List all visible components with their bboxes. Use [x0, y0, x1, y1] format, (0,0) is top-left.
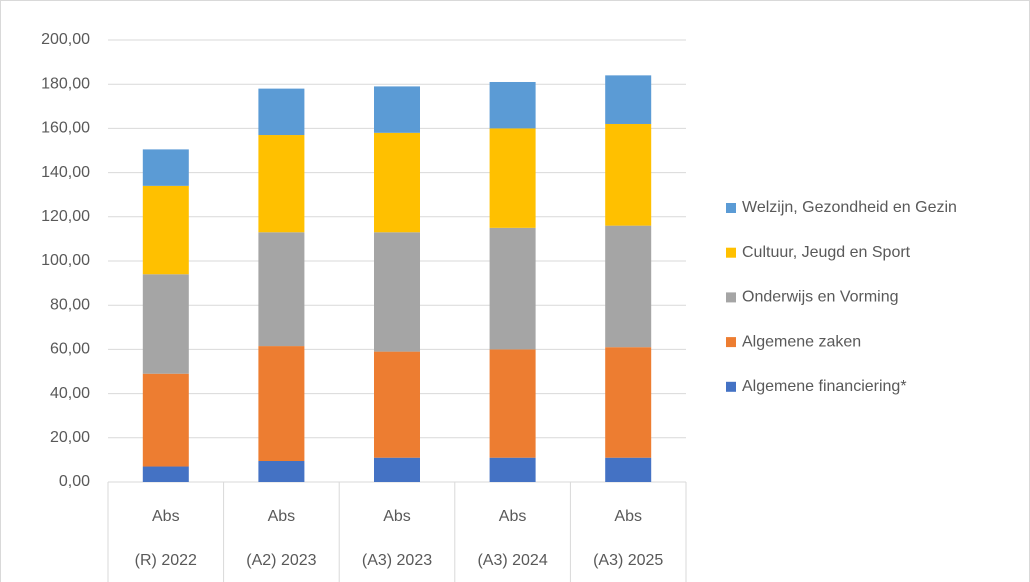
y-tick-label: 160,00 [41, 120, 90, 137]
bar-segment [605, 123, 652, 226]
bar-segment [489, 81, 536, 129]
x-tick-label: (R) 2022 [135, 552, 197, 569]
legend-label: Algemene zaken [742, 333, 861, 350]
bar-segment [374, 232, 420, 352]
legend-swatch [726, 203, 736, 213]
bar-segment [605, 75, 652, 124]
x-subcategory-label: Abs [152, 508, 180, 525]
bar-segment [142, 274, 189, 374]
y-tick-label: 100,00 [41, 252, 90, 269]
legend-swatch [726, 381, 736, 392]
bar-segment [374, 132, 420, 233]
y-tick-label: 200,00 [41, 31, 90, 48]
y-tick-label: 180,00 [41, 75, 90, 92]
x-subcategory-label: Abs [499, 508, 527, 525]
x-tick-label: (A3) 2023 [362, 552, 432, 569]
bar-segment [142, 185, 189, 275]
x-subcategory-label: Abs [268, 508, 296, 525]
legend-label: Algemene financiering* [742, 378, 907, 395]
bar-segment [489, 349, 536, 458]
x-subcategory-label: Abs [383, 508, 411, 525]
bar-segment [605, 457, 652, 482]
bar-segment [258, 232, 305, 347]
x-tick-label: (A2) 2023 [246, 552, 316, 569]
bar-segment [374, 351, 420, 458]
y-tick-label: 120,00 [41, 208, 90, 225]
y-tick-label: 20,00 [50, 429, 90, 446]
x-subcategory-label: Abs [614, 508, 642, 525]
bar-segment [489, 457, 536, 482]
legend-label: Welzijn, Gezondheid en Gezin [742, 199, 957, 216]
x-tick-label: (A3) 2024 [477, 552, 547, 569]
bar-segment [258, 461, 305, 482]
bar-segment [374, 86, 420, 133]
legend-label: Cultuur, Jeugd en Sport [742, 244, 911, 261]
bar-segment [142, 373, 189, 467]
bar-segment [605, 347, 652, 458]
bar-segment [489, 227, 536, 350]
bar-segment [258, 88, 305, 136]
bar-segment [258, 346, 305, 462]
y-tick-label: 140,00 [41, 164, 90, 181]
x-tick-label: (A3) 2025 [593, 552, 663, 569]
y-tick-label: 40,00 [50, 385, 90, 402]
y-tick-label: 0,00 [59, 473, 90, 490]
legend-swatch [726, 247, 736, 258]
bar-segment [374, 457, 420, 482]
bar-segment [142, 149, 189, 186]
legend-swatch [726, 337, 736, 348]
bar-segment [258, 135, 305, 233]
y-tick-label: 80,00 [50, 296, 90, 313]
bar-segment [489, 128, 536, 228]
bar-segment [605, 225, 652, 348]
bar-segment [142, 466, 189, 482]
legend-label: Onderwijs en Vorming [742, 289, 899, 306]
y-tick-label: 60,00 [50, 341, 90, 358]
legend-swatch [726, 292, 736, 303]
